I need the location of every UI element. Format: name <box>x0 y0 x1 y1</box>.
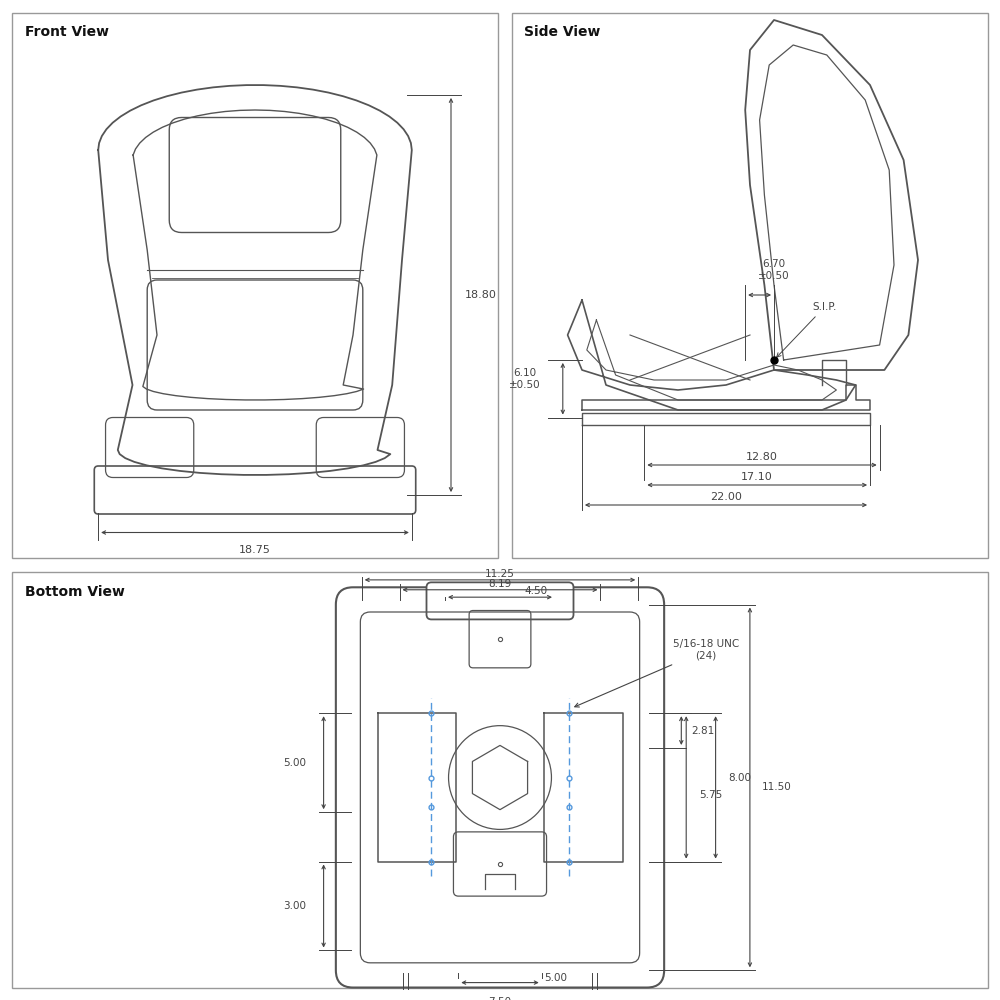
Text: 6.10
±0.50: 6.10 ±0.50 <box>509 368 540 390</box>
Text: Side View: Side View <box>524 25 601 39</box>
Text: 12.80: 12.80 <box>746 452 778 462</box>
Text: Front View: Front View <box>25 25 109 39</box>
Text: 8.00: 8.00 <box>729 773 752 783</box>
Text: 5.00: 5.00 <box>544 973 567 983</box>
Text: 5/16-18 UNC
(24): 5/16-18 UNC (24) <box>575 639 739 707</box>
Text: 11.25: 11.25 <box>485 569 515 579</box>
Text: 18.80: 18.80 <box>464 290 496 300</box>
Text: 18.75: 18.75 <box>239 545 271 555</box>
Text: 22.00: 22.00 <box>710 492 742 502</box>
Text: 11.50: 11.50 <box>762 782 792 792</box>
Text: 3.00: 3.00 <box>283 901 306 911</box>
Text: 2.81: 2.81 <box>692 726 715 736</box>
Text: 7.50: 7.50 <box>488 997 512 1000</box>
Text: 17.10: 17.10 <box>741 473 773 483</box>
Text: 5.75: 5.75 <box>699 790 722 800</box>
Text: 8.19: 8.19 <box>488 579 512 589</box>
Text: 4.50: 4.50 <box>524 586 548 596</box>
Text: Bottom View: Bottom View <box>25 585 125 599</box>
Text: 6.70
±0.50: 6.70 ±0.50 <box>758 259 790 281</box>
Text: 5.00: 5.00 <box>283 758 306 768</box>
FancyBboxPatch shape <box>426 582 574 619</box>
Text: S.I.P.: S.I.P. <box>777 302 837 357</box>
